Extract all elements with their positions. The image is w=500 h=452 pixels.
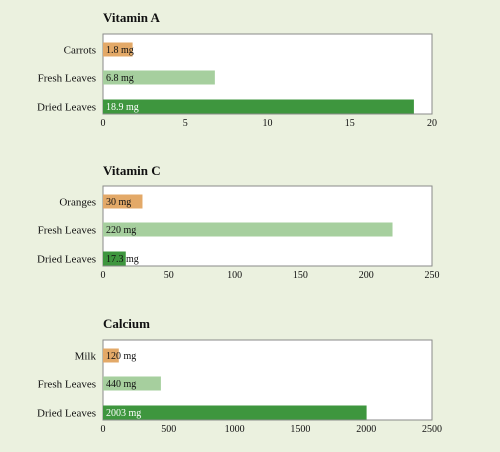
chart-panel: Vitamin A Carrots 1.8 mg Fresh Leaves 6.8 mg…	[37, 10, 437, 129]
x-tick-label: 250	[425, 270, 440, 281]
category-label: Oranges	[59, 197, 96, 209]
data-label: 30 mg	[106, 197, 131, 208]
category-label: Milk	[75, 351, 97, 363]
chart-panel: Calcium Milk 120 mg Fresh Leaves 440 mg Dried…	[37, 316, 442, 435]
bar	[103, 42, 133, 57]
bar	[103, 376, 161, 391]
data-label: 18.9 mg	[106, 102, 139, 113]
x-tick-label: 150	[293, 270, 308, 281]
data-label: 6.8 mg	[106, 73, 134, 84]
category-label: Dried Leaves	[37, 408, 96, 420]
category-label: Carrots	[64, 45, 96, 57]
x-tick-label: 1500	[290, 424, 310, 435]
chart-title: Calcium	[103, 316, 150, 331]
x-tick-label: 20	[427, 118, 437, 129]
chart-panel: Vitamin C Oranges 30 mg Fresh Leaves 220 mg D…	[37, 163, 439, 281]
x-tick-label: 2500	[422, 424, 442, 435]
bar	[103, 70, 215, 85]
bar	[103, 348, 119, 363]
x-tick-label: 10	[263, 118, 273, 129]
bar	[103, 194, 143, 209]
x-tick-label: 100	[227, 270, 242, 281]
x-tick-label: 5	[183, 118, 188, 129]
x-tick-label: 0	[101, 424, 106, 435]
data-label: 440 mg	[106, 379, 136, 390]
x-tick-label: 1000	[225, 424, 245, 435]
category-label: Dried Leaves	[37, 254, 96, 266]
category-label: Fresh Leaves	[38, 379, 96, 391]
bar	[103, 99, 414, 114]
category-label: Fresh Leaves	[38, 225, 96, 237]
data-label: 120 mg	[106, 351, 136, 362]
data-label: 1.8 mg	[106, 45, 134, 56]
chart-title: Vitamin C	[103, 163, 161, 178]
data-label: 220 mg	[106, 225, 136, 236]
bar	[103, 222, 393, 237]
category-label: Dried Leaves	[37, 102, 96, 114]
x-tick-label: 15	[345, 118, 355, 129]
data-label: 17.3 mg	[106, 254, 139, 265]
x-tick-label: 2000	[356, 424, 376, 435]
x-tick-label: 500	[161, 424, 176, 435]
chart-title: Vitamin A	[103, 10, 161, 25]
x-tick-label: 200	[359, 270, 374, 281]
bar	[103, 251, 126, 266]
data-label: 2003 mg	[106, 408, 141, 419]
x-tick-label: 0	[101, 270, 106, 281]
x-tick-label: 0	[101, 118, 106, 129]
bar	[103, 405, 367, 420]
x-tick-label: 50	[164, 270, 174, 281]
category-label: Fresh Leaves	[38, 73, 96, 85]
